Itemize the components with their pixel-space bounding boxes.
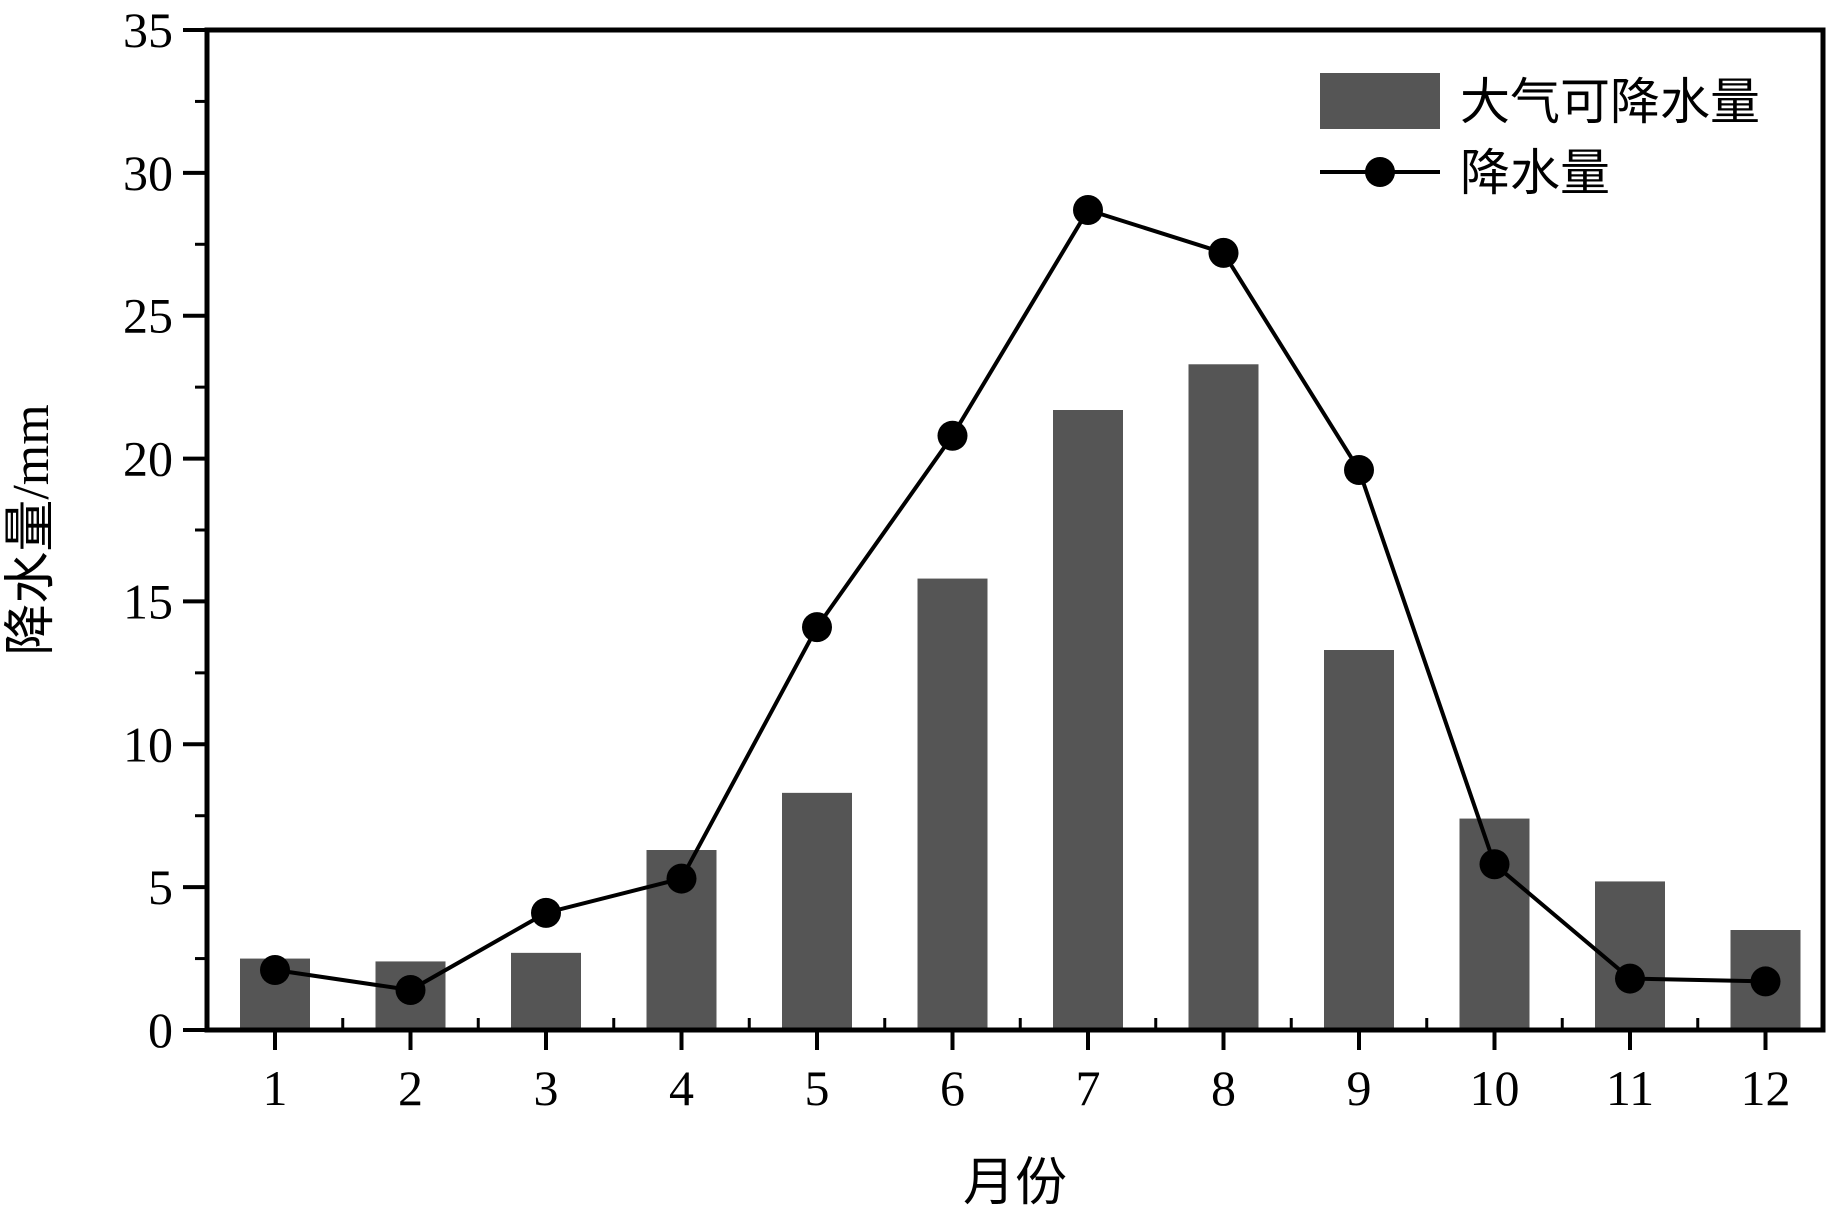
bar-9 [1324, 650, 1394, 1030]
bar-11 [1595, 881, 1665, 1030]
x-tick-label-10: 10 [1470, 1060, 1520, 1116]
bar-8 [1188, 364, 1259, 1030]
line-point-11 [1615, 963, 1645, 994]
y-tick-label-25: 25 [123, 288, 173, 344]
line-point-3 [531, 897, 561, 928]
bars-layer [240, 364, 1801, 1030]
line-point-1 [260, 955, 290, 985]
bar-7 [1053, 410, 1123, 1030]
line-point-9 [1344, 455, 1374, 485]
x-tick-label-6: 6 [940, 1060, 965, 1116]
line-point-7 [1073, 195, 1103, 225]
x-tick-label-1: 1 [263, 1060, 288, 1116]
x-axis-title: 月份 [963, 1155, 1067, 1212]
y-tick-label-0: 0 [148, 1002, 173, 1058]
x-tick-label-7: 7 [1076, 1060, 1101, 1116]
x-tick-label-2: 2 [398, 1060, 423, 1116]
y-tick-label-35: 35 [123, 2, 173, 58]
y-tick-label-20: 20 [123, 431, 173, 487]
y-tick-label-5: 5 [148, 859, 173, 915]
y-tick-label-30: 30 [123, 145, 173, 201]
x-tick-label-5: 5 [805, 1060, 830, 1116]
y-tick-label-10: 10 [123, 716, 173, 772]
line-point-10 [1479, 849, 1510, 880]
line-point-2 [395, 975, 426, 1005]
line-point-12 [1750, 966, 1781, 997]
legend-label-bar: 大气可降水量 [1460, 74, 1760, 130]
y-axis-title: 降水量/mm [3, 404, 60, 655]
legend-bar-swatch [1320, 73, 1440, 129]
line-point-6 [937, 420, 968, 451]
bar-6 [917, 578, 988, 1030]
bar-3 [511, 952, 581, 1030]
bar-5 [782, 792, 852, 1030]
x-tick-label-11: 11 [1606, 1060, 1654, 1116]
line-point-5 [802, 612, 832, 643]
line-point-8 [1208, 237, 1239, 268]
x-tick-label-8: 8 [1211, 1060, 1236, 1116]
precipitation-line [274, 207, 1766, 993]
x-tick-label-3: 3 [534, 1060, 559, 1116]
line-point-4 [666, 863, 697, 894]
legend-label-line: 降水量 [1460, 145, 1610, 201]
x-tick-label-12: 12 [1741, 1060, 1791, 1116]
x-tick-label-4: 4 [669, 1060, 694, 1116]
y-tick-label-15: 15 [123, 573, 173, 629]
line-layer [260, 195, 1781, 1005]
legend-line-marker [1365, 157, 1395, 187]
x-tick-label-9: 9 [1347, 1060, 1372, 1116]
